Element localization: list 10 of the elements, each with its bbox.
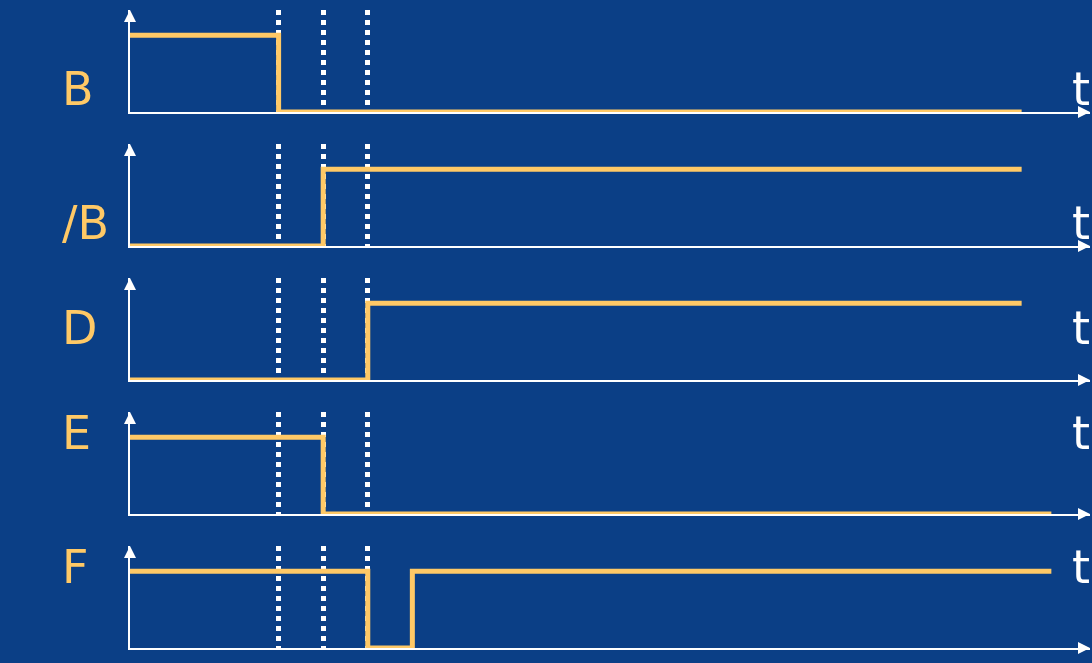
y-axis-title: D [62,301,98,355]
y-axis-title: /B [62,196,110,250]
x-axis-title: t [1072,196,1091,250]
y-axis-title: B [62,62,94,116]
x-axis-title: t [1072,301,1091,355]
x-axis-title: t [1072,62,1091,116]
x-axis-title: t [1072,540,1091,594]
y-axis-title: F [62,540,89,594]
x-axis-title: t [1072,406,1091,460]
y-axis-title: E [62,406,92,460]
